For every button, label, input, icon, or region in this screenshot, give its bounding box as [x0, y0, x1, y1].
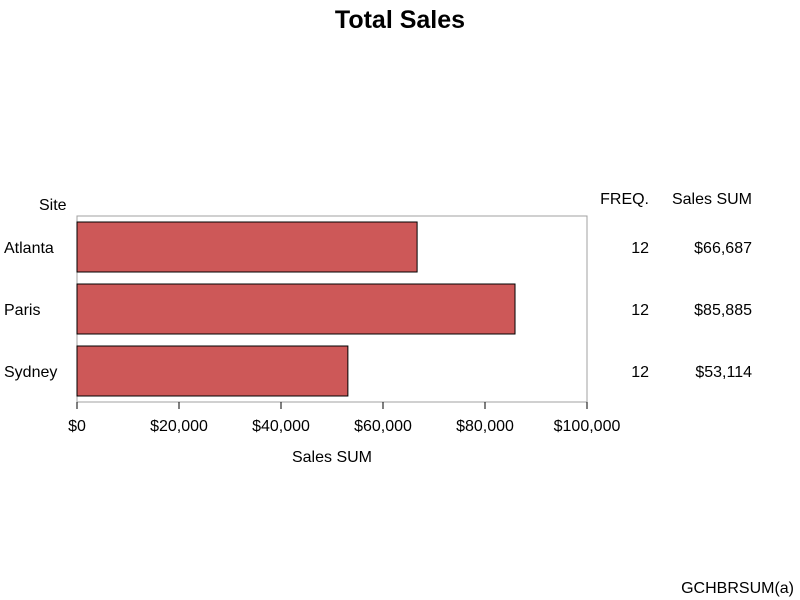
- category-axis-label: Site: [39, 197, 67, 214]
- table-freq-cell: 12: [631, 364, 649, 381]
- x-axis-label: Sales SUM: [292, 449, 372, 466]
- table-header-sales-sum: Sales SUM: [672, 191, 752, 208]
- x-tick-label: $60,000: [354, 418, 412, 435]
- footnote: GCHBRSUM(a): [681, 580, 794, 597]
- bar-sydney: [76, 345, 349, 397]
- category-label-sydney: Sydney: [4, 364, 57, 381]
- table-freq-cell: 12: [631, 240, 649, 257]
- table-freq-cell: 12: [631, 302, 649, 319]
- x-tick-label: $100,000: [554, 418, 621, 435]
- table-sum-cell: $53,114: [695, 364, 752, 381]
- x-tick-label: $20,000: [150, 418, 208, 435]
- table-header-freq: FREQ.: [600, 191, 649, 208]
- table-sum-cell: $85,885: [694, 302, 752, 319]
- category-label-paris: Paris: [4, 302, 40, 319]
- bar-paris: [76, 283, 516, 335]
- chart-title: Total Sales: [334, 6, 466, 34]
- bar-atlanta: [76, 221, 418, 273]
- x-tick-label: $80,000: [456, 418, 514, 435]
- table-sum-cell: $66,687: [694, 240, 752, 257]
- category-label-atlanta: Atlanta: [4, 240, 54, 257]
- x-tick-label: $40,000: [252, 418, 310, 435]
- x-tick-label: $0: [68, 418, 86, 435]
